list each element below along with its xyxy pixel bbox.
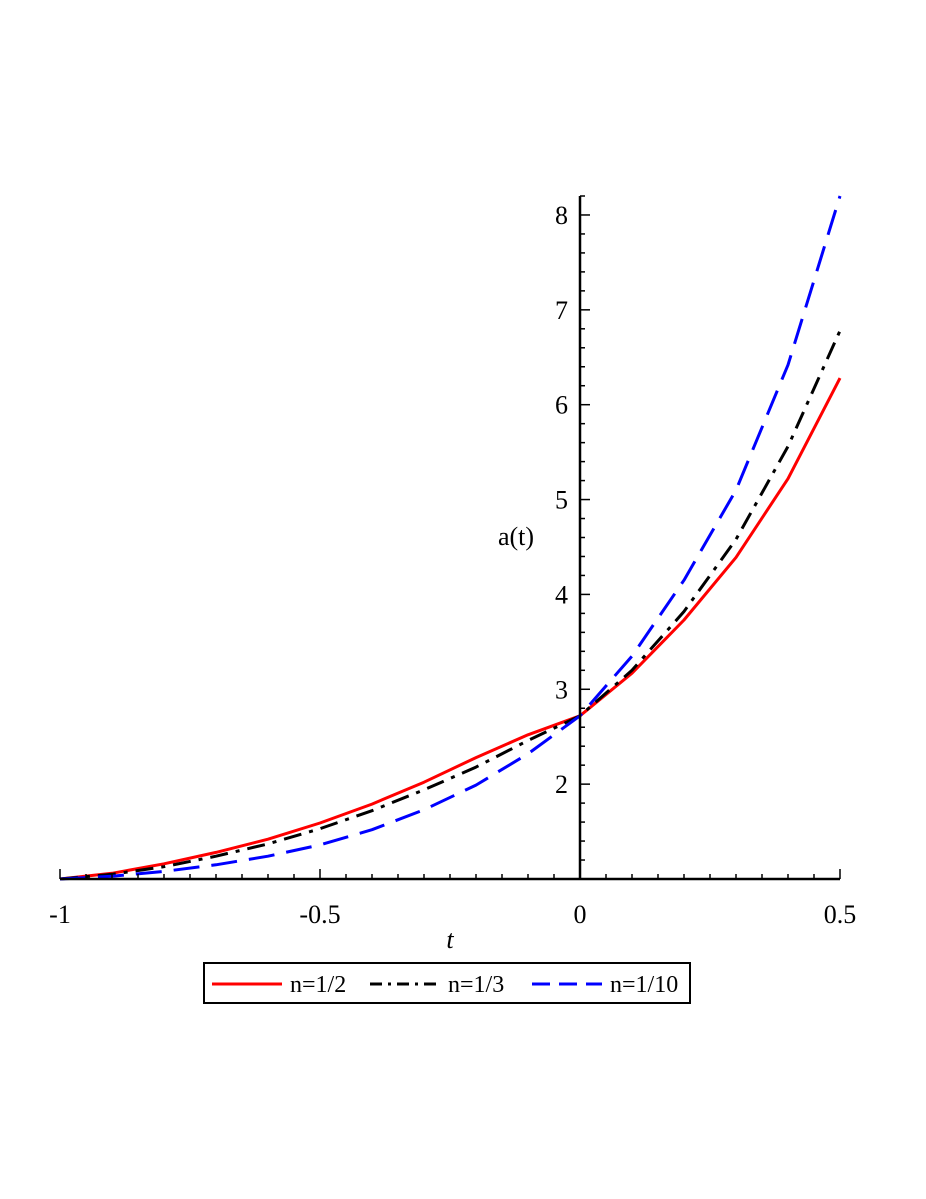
legend: n=1/2 n=1/3 n=1/10: [203, 962, 691, 1004]
series-layer: [59, 195, 842, 881]
y-tick-label: 8: [555, 201, 568, 230]
y-tick-label: 5: [555, 486, 568, 515]
x-axis-label: t: [446, 925, 454, 954]
series-line-3: [59, 195, 842, 881]
x-tick-label: -1: [49, 900, 71, 929]
y-tick-label: 6: [555, 391, 568, 420]
legend-label-2: n=1/3: [448, 972, 504, 998]
y-tick-label: 7: [555, 296, 568, 325]
legend-label-1: n=1/2: [290, 972, 346, 998]
y-tick-label: 3: [555, 675, 568, 704]
series-line-2: [59, 330, 842, 881]
ticks-layer: -1 -0.5 0 0.5 2 3 4 5 6 7 8: [49, 195, 857, 929]
x-tick-label: -0.5: [299, 900, 340, 929]
y-tick-label: 2: [555, 770, 568, 799]
x-tick-label: 0: [574, 900, 587, 929]
y-tick-label: 4: [555, 580, 568, 609]
y-axis-label: a(t): [498, 522, 534, 551]
x-tick-label: 0.5: [824, 900, 857, 929]
legend-box: [203, 962, 691, 1004]
series-line-1: [59, 377, 842, 881]
legend-label-3: n=1/10: [610, 972, 678, 998]
